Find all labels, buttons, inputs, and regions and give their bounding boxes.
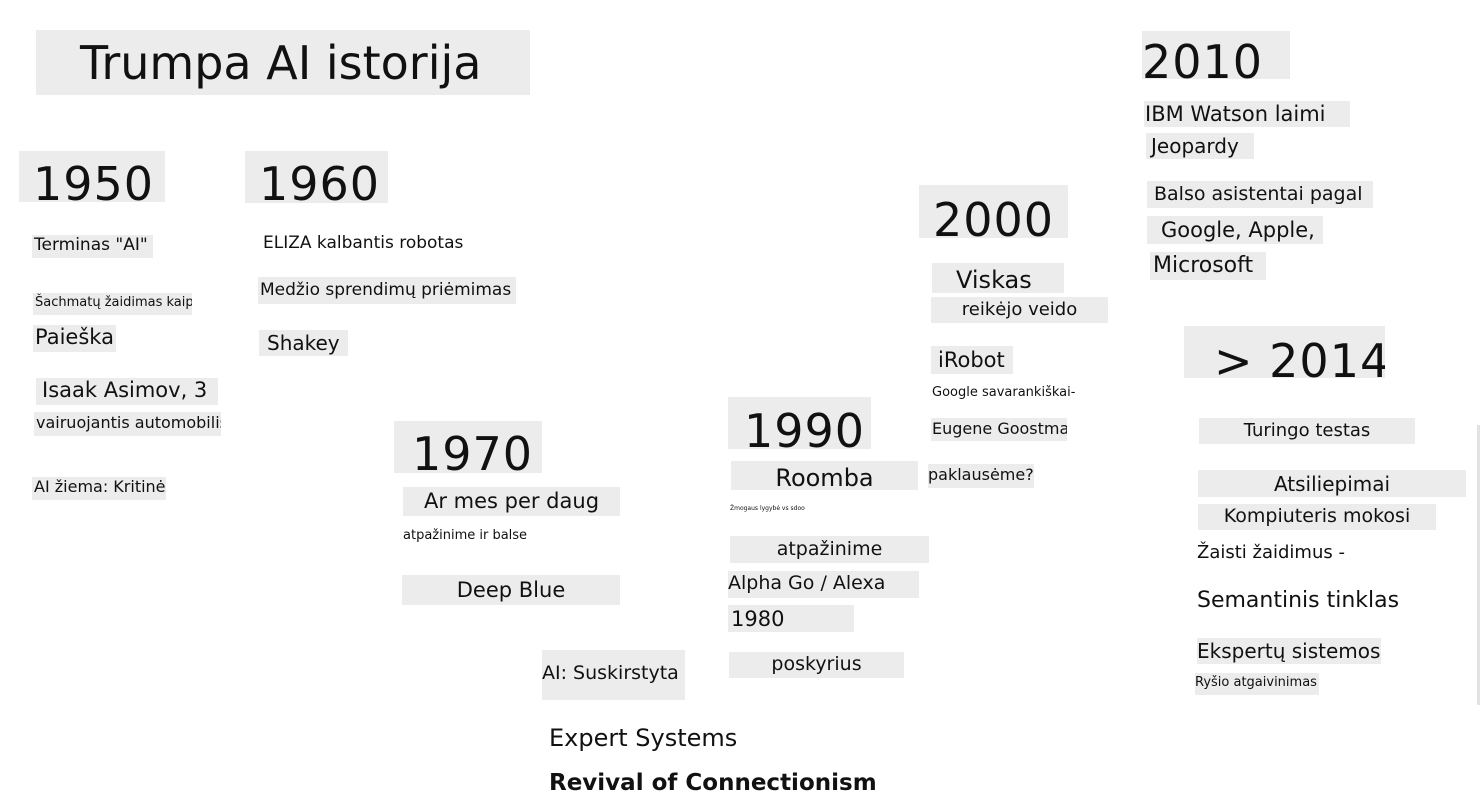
right-edge-divider (1477, 425, 1480, 705)
year-2010: 2010 (1142, 31, 1290, 79)
item-1950-asimov: Isaak Asimov, 3 (36, 378, 218, 405)
item-1990-alphago: Alpha Go / Alexa (728, 571, 919, 598)
item-1950-winter: AI žiema: Kritinė (32, 477, 166, 500)
item-expert-systems: Expert Systems (549, 724, 738, 752)
item-1990-1980: 1980 (728, 605, 854, 632)
item-1960-tree: Medžio sprendimų priėmimas (258, 277, 516, 304)
year-1990: 1990 (728, 397, 871, 449)
item-2010-microsoft: Microsoft (1150, 252, 1266, 280)
item-1970-question: Ar mes per daug (403, 487, 620, 516)
item-2000-eugene: Eugene Goostman (931, 418, 1067, 441)
item-1960-shakey: Shakey (259, 330, 348, 356)
item-2010-companies: Google, Apple, (1147, 216, 1323, 244)
item-1970-deepblue: Deep Blue (402, 575, 620, 605)
page-title: Trumpa AI istorija (36, 30, 530, 95)
item-1950-search: Paieška (33, 325, 116, 352)
item-2014-games: Žaisti žaidimus - (1197, 542, 1345, 563)
item-1990-roomba: Roomba (731, 461, 918, 490)
item-2014-turing: Turingo testas (1199, 418, 1415, 444)
item-2000-google: Google savarankiškai- (932, 385, 1076, 400)
item-1990-human-equality: Žmogaus lygybė vs sdoo (730, 505, 805, 512)
item-1990-recognition: atpažinime (730, 536, 929, 563)
year-2000: 2000 (919, 185, 1068, 238)
item-2000-asked: paklausėme? (928, 464, 1034, 488)
item-1950-chess: Šachmatų žaidimas kaip (33, 293, 192, 315)
item-1960-eliza: ELIZA kalbantis robotas (263, 233, 464, 253)
item-1990-subfields: poskyrius (729, 652, 904, 678)
item-1950-term: Terminas "AI" (32, 235, 153, 258)
item-ai-divided: AI: Suskirstyta į (542, 650, 685, 700)
item-2014-semantic: Semantinis tinklas (1197, 588, 1400, 613)
year-1970: 1970 (394, 421, 542, 473)
item-2000-everything: Viskas (932, 263, 1064, 293)
item-2010-watson: IBM Watson laimi (1144, 101, 1350, 127)
item-revival-connectionism: Revival of Connectionism (549, 770, 877, 796)
item-2000-face: reikėjo veido (931, 297, 1108, 323)
item-1970-recognition: atpažinime ir balse (403, 528, 528, 543)
item-2014-expert: Ekspertų sistemos (1197, 638, 1381, 664)
item-2014-feedback: Atsiliepimai (1198, 470, 1466, 497)
item-2000-irobot: iRobot (931, 346, 1013, 374)
item-2010-jeopardy: Jeopardy (1146, 133, 1254, 159)
item-2014-revival: Ryšio atgaivinimas (1195, 673, 1319, 695)
year-1960: 1960 (245, 151, 388, 203)
year-1950: 1950 (19, 151, 165, 202)
item-2010-voice: Balso asistentai pagal (1147, 181, 1373, 208)
item-2014-computer-learns: Kompiuteris mokosi (1198, 504, 1436, 530)
year-after-2014: > 2014 (1184, 326, 1385, 378)
item-1950-car: vairuojantis automobilis (34, 412, 221, 436)
